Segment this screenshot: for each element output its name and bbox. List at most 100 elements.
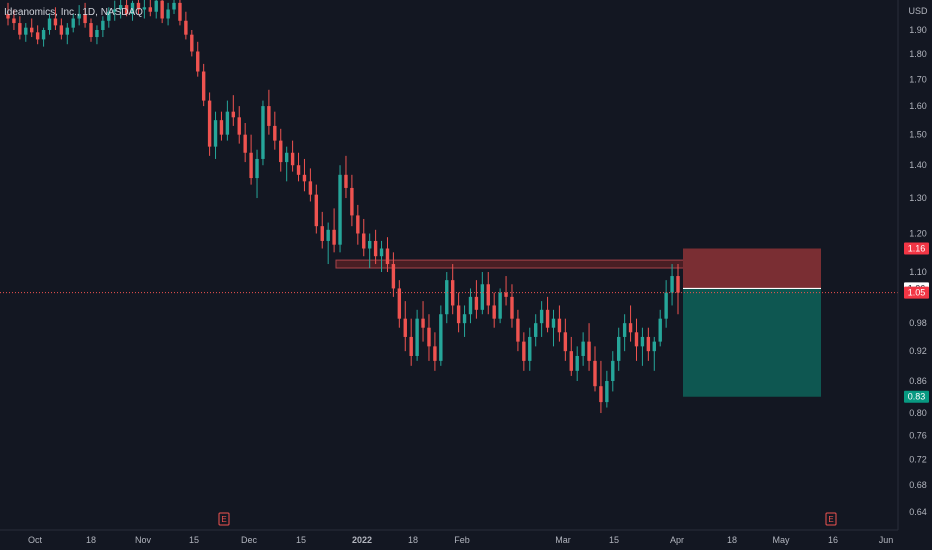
stop-loss-zone <box>683 248 821 289</box>
candle-body <box>326 229 330 241</box>
candle-body <box>385 248 390 265</box>
candle-body <box>510 296 514 319</box>
candle-body <box>516 318 520 342</box>
candle-body <box>397 288 402 319</box>
candle-body <box>492 305 496 319</box>
candle-body <box>533 323 538 337</box>
time-tick-label: May <box>772 535 790 545</box>
candle-body <box>605 381 609 403</box>
earnings-icon-label: E <box>221 515 226 524</box>
candle-body <box>611 360 615 382</box>
candle-body <box>136 2 141 10</box>
price-tick-label: 0.80 <box>909 408 927 418</box>
candle-body <box>338 174 342 245</box>
time-tick-label: Jun <box>879 535 894 545</box>
candle-body <box>302 174 307 182</box>
candle-body <box>433 346 437 361</box>
candle-body <box>308 181 313 195</box>
candle-body <box>575 355 579 371</box>
candle-body <box>599 386 603 403</box>
candle-body <box>148 7 153 12</box>
price-tick-label: 0.68 <box>909 480 927 490</box>
symbol-title[interactable]: Ideanomics, Inc., 1D, NASDAQ <box>4 7 143 18</box>
candle-body <box>273 125 277 141</box>
candle-body <box>539 309 544 324</box>
target-price-tag-bg <box>904 390 929 403</box>
candle-body <box>95 30 99 38</box>
candle-body <box>154 0 158 12</box>
candle-body <box>646 336 651 352</box>
candle-body <box>367 240 372 249</box>
candle-body <box>628 323 633 333</box>
candle-body <box>219 120 224 135</box>
price-tick-label: 1.30 <box>909 193 927 203</box>
candle-body <box>190 34 194 52</box>
candle-body <box>231 111 236 118</box>
candle-body <box>18 23 22 35</box>
candle-body <box>225 111 230 135</box>
candle-body <box>563 332 568 352</box>
candle-body <box>284 152 289 163</box>
price-tick-label: 1.10 <box>909 267 927 277</box>
candle-body <box>528 336 532 361</box>
price-tick-label: 0.76 <box>909 431 927 441</box>
candle-body <box>178 2 182 21</box>
candle-body <box>89 23 93 38</box>
candle-body <box>551 318 556 328</box>
candle-body <box>113 9 117 12</box>
price-tags: 1.161.061.050.83 <box>904 242 929 403</box>
time-tick-label: 15 <box>609 535 619 545</box>
price-axis[interactable]: USD 1.90 1.80 1.70 1.60 1.50 1.40 1.30 1.20 1.10 0… <box>897 0 928 530</box>
time-tick-label: Nov <box>135 535 152 545</box>
stop-price-tag-bg <box>904 242 929 255</box>
candle-body <box>332 229 336 245</box>
candle-body <box>658 318 662 342</box>
price-tick-label: 1.70 <box>909 74 927 84</box>
candle-body <box>196 51 200 72</box>
candle-body <box>409 336 413 356</box>
candle-body <box>296 165 301 175</box>
target-price-tag: 0.83 <box>908 392 926 402</box>
candle-body <box>6 13 10 19</box>
candle-body <box>587 341 591 361</box>
candle-body <box>545 309 550 328</box>
take-profit-zone <box>683 288 821 397</box>
candle-body <box>101 20 105 30</box>
time-tick-label: Apr <box>670 535 684 545</box>
candle-body <box>379 248 384 257</box>
candle-body <box>403 318 407 337</box>
time-tick-label: 16 <box>828 535 838 545</box>
candle-body <box>670 276 674 293</box>
candle-body <box>480 284 485 310</box>
candle-body <box>362 233 366 249</box>
price-tick-label: 0.86 <box>909 376 927 386</box>
candle-body <box>35 32 40 40</box>
candle-body <box>474 296 479 310</box>
time-tick-label: 2022 <box>352 535 372 545</box>
candle-body <box>65 27 69 35</box>
candle-body <box>391 264 396 289</box>
candle-body <box>124 5 129 14</box>
price-tick-label: 1.60 <box>909 101 927 111</box>
price-tick-label: 1.50 <box>909 130 927 140</box>
candle-body <box>652 341 656 352</box>
current-price-tag: 1.05 <box>908 288 926 298</box>
price-tick-label: 1.20 <box>909 228 927 238</box>
price-tick-label: 1.40 <box>909 160 927 170</box>
candle-body <box>290 152 295 166</box>
candle-body <box>569 351 573 371</box>
time-tick-label: Feb <box>454 535 470 545</box>
candle-body <box>243 134 247 153</box>
price-tick-label: 1.80 <box>909 49 927 59</box>
time-tick-label: Mar <box>555 535 571 545</box>
time-axis[interactable]: Oct 18 Nov 15 Dec 15 2022 18 Feb Mar 15 Apr 18 May 16 J… <box>0 529 898 545</box>
candle-body <box>427 327 431 347</box>
candle-body <box>166 9 170 19</box>
candlestick-series <box>6 0 680 414</box>
candle-body <box>59 25 64 35</box>
candle-body <box>664 292 668 319</box>
candle-body <box>184 20 188 35</box>
time-tick-label: 15 <box>296 535 306 545</box>
